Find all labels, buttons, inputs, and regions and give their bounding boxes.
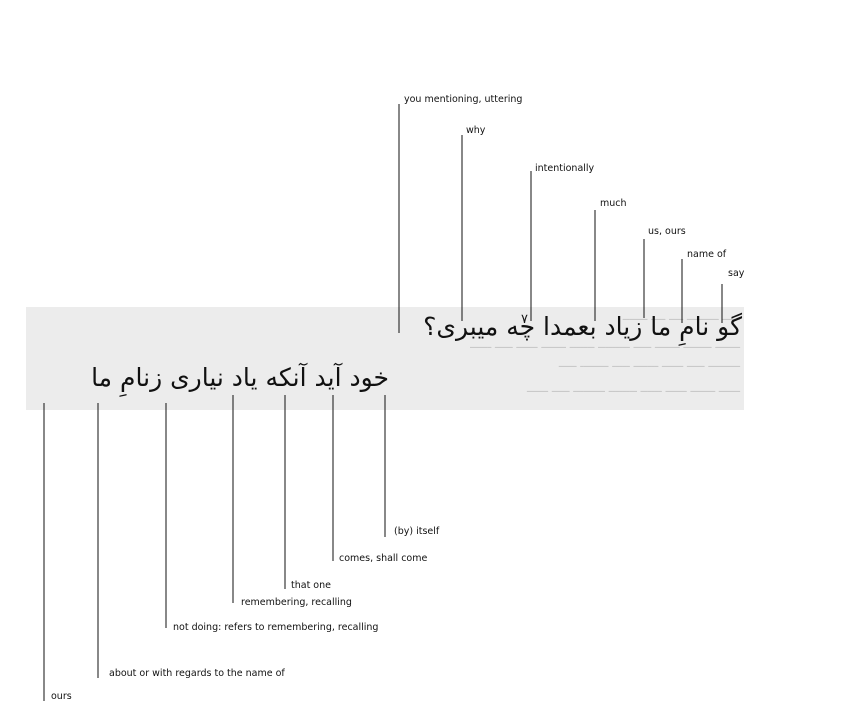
gloss-ours: ours bbox=[51, 691, 72, 702]
gloss-name-of: name of bbox=[687, 249, 727, 260]
faint-background-text: ـــــــ ــــــــ ـــــــ ـــــ ـــــــــ… bbox=[470, 337, 740, 351]
gloss-much: much bbox=[600, 198, 627, 209]
gloss-intentionally: intentionally bbox=[535, 163, 595, 174]
scanned-manuscript-strip: ـــــ ـــــــــ ــــ ــــ ـــــــ ــــــ… bbox=[26, 307, 744, 410]
faint-background-text: ـــــــــ ـــــ ــــــ ـــــــ ـــــ ـــ… bbox=[558, 356, 740, 370]
gloss-say: say bbox=[728, 268, 745, 279]
gloss-by-itself: (by) itself bbox=[394, 526, 440, 537]
gloss-about-name: about or with regards to the name of bbox=[109, 668, 285, 679]
faint-background-text: ـــــ ـــــــــ ــــ ــــ ـــــــ bbox=[622, 309, 740, 323]
gloss-comes: comes, shall come bbox=[339, 553, 428, 564]
gloss-remembering: remembering, recalling bbox=[241, 597, 352, 608]
gloss-why: why bbox=[466, 125, 486, 136]
verse-line-2: خود آید آنکه یاد نیاری زنامِ ما bbox=[91, 363, 389, 392]
verse-line-1: گو نامِ ما زیاد بعمدا چه میبری؟ bbox=[423, 312, 742, 341]
gloss-us-ours: us, ours bbox=[648, 226, 686, 237]
gloss-mentioning: you mentioning, uttering bbox=[404, 94, 523, 105]
gloss-not-doing: not doing: refers to remembering, recall… bbox=[173, 622, 379, 633]
footnote-marker: ۷ bbox=[521, 312, 528, 327]
faint-background-text: ــــــ ـــــــ ــــــ ــــــ ــــــــ ــ… bbox=[526, 381, 740, 395]
gloss-that-one: that one bbox=[291, 580, 331, 591]
